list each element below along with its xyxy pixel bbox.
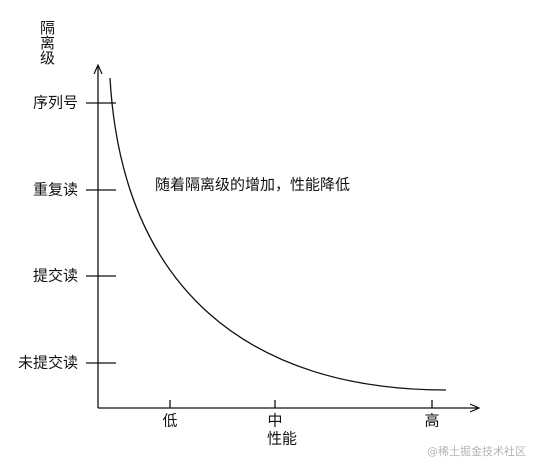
watermark: @稀土掘金技术社区 — [427, 444, 526, 458]
y-label: 提交读 — [33, 267, 78, 285]
x-axis-title: 性能 — [267, 430, 297, 448]
y-label: 序列号 — [33, 94, 78, 112]
x-label: 中 — [267, 412, 282, 430]
y-label: 未提交读 — [18, 354, 78, 372]
trend-curve — [109, 77, 447, 391]
x-label: 高 — [424, 412, 439, 430]
y-axis-title: 隔离级 — [38, 20, 56, 65]
y-label: 重复读 — [33, 181, 78, 199]
x-label: 低 — [162, 412, 177, 430]
annotation: 随着隔离级的增加，性能降低 — [155, 176, 350, 194]
